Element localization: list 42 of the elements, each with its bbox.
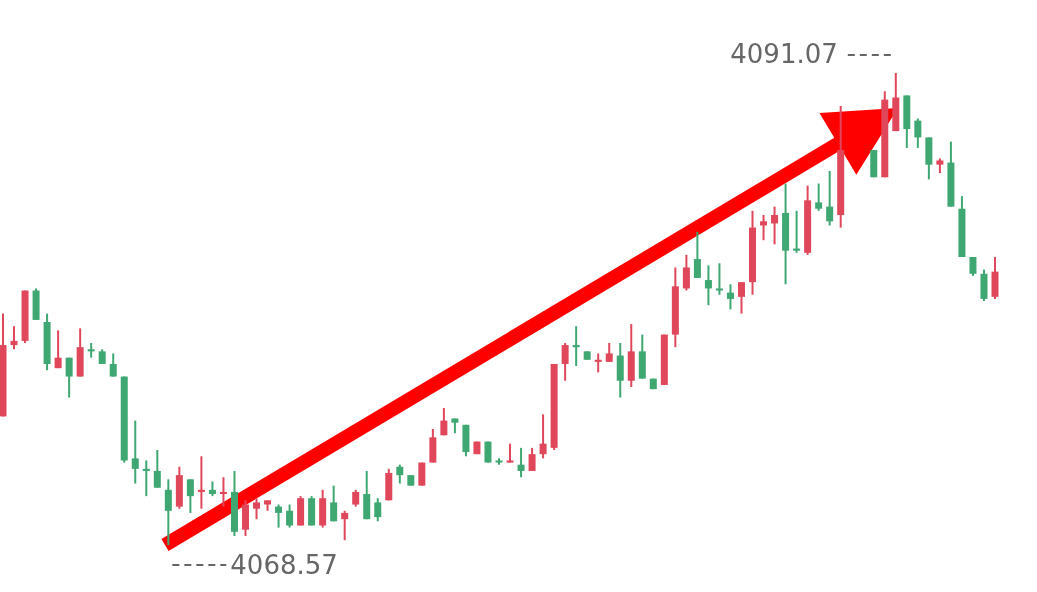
candlestick	[10, 325, 18, 351]
candlestick	[826, 169, 834, 227]
candlestick	[374, 497, 382, 523]
candlestick	[737, 281, 745, 315]
candlestick	[142, 459, 150, 498]
candlestick	[341, 509, 349, 542]
candlestick	[682, 253, 690, 292]
candlestick	[275, 503, 283, 529]
candlestick	[440, 407, 448, 437]
candlestick	[87, 341, 95, 359]
candlestick	[771, 205, 779, 246]
candlestick	[572, 325, 580, 368]
candlestick	[197, 455, 205, 510]
candlestick	[793, 209, 801, 254]
candlestick	[253, 497, 261, 521]
candlestick	[605, 341, 613, 363]
candlestick	[715, 262, 723, 296]
candlestick	[109, 352, 117, 378]
candlestick	[65, 356, 73, 399]
candlestick	[186, 478, 194, 514]
text: 4068.57	[230, 550, 338, 580]
candlestick	[219, 476, 227, 508]
text: 4091.07	[730, 39, 838, 69]
candlestick	[726, 283, 734, 311]
candlestick	[396, 463, 404, 485]
candlestick	[164, 478, 172, 546]
candlestick	[704, 264, 712, 307]
candlestick	[760, 214, 768, 242]
candlestick	[914, 117, 922, 149]
candlestick	[693, 230, 701, 279]
candlestick	[517, 446, 525, 479]
candlestick	[286, 503, 294, 529]
candlestick	[153, 448, 161, 489]
candlestick	[54, 329, 62, 370]
candlestick	[594, 352, 602, 374]
candlestick	[131, 419, 139, 485]
candlestick	[506, 442, 514, 464]
candlestick	[528, 446, 536, 472]
candlestick	[539, 413, 547, 460]
candlestick	[330, 484, 338, 523]
candlestick	[815, 182, 823, 212]
candlestick	[561, 341, 569, 382]
